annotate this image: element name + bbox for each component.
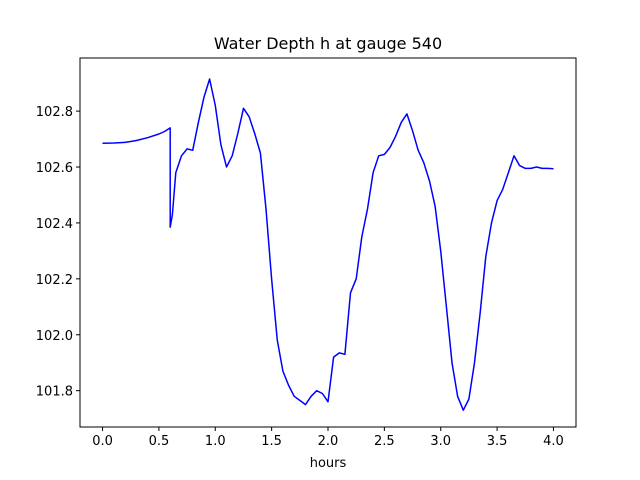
plot-area (102, 78, 554, 411)
x-tick-label: 2.5 (374, 434, 395, 449)
y-tick-label: 102.6 (36, 161, 73, 176)
x-tick-label: 2.0 (318, 434, 339, 449)
y-tick-label: 102.0 (36, 329, 73, 344)
chart-title: Water Depth h at gauge 540 (214, 34, 442, 53)
x-tick-label: 0.5 (149, 434, 170, 449)
x-axis-label: hours (310, 456, 347, 471)
x-tick-label: 4.0 (543, 434, 564, 449)
x-tick-label: 3.5 (487, 434, 508, 449)
series-line (102, 78, 554, 411)
x-tick-label: 1.5 (261, 434, 282, 449)
y-tick-label: 102.8 (36, 105, 73, 120)
y-tick-label: 101.8 (36, 385, 73, 400)
x-tick-label: 0.0 (92, 434, 113, 449)
y-tick-label: 102.2 (36, 273, 73, 288)
plot-frame (79, 57, 577, 428)
x-axis: 0.0 0.5 1.0 1.5 2.0 2.5 3.0 3.5 4.0 (92, 427, 564, 449)
x-tick-label: 3.0 (430, 434, 451, 449)
y-axis: 101.8 102.0 102.2 102.4 102.6 102.8 (36, 105, 80, 400)
y-tick-label: 102.4 (36, 217, 73, 232)
x-tick-label: 1.0 (205, 434, 226, 449)
